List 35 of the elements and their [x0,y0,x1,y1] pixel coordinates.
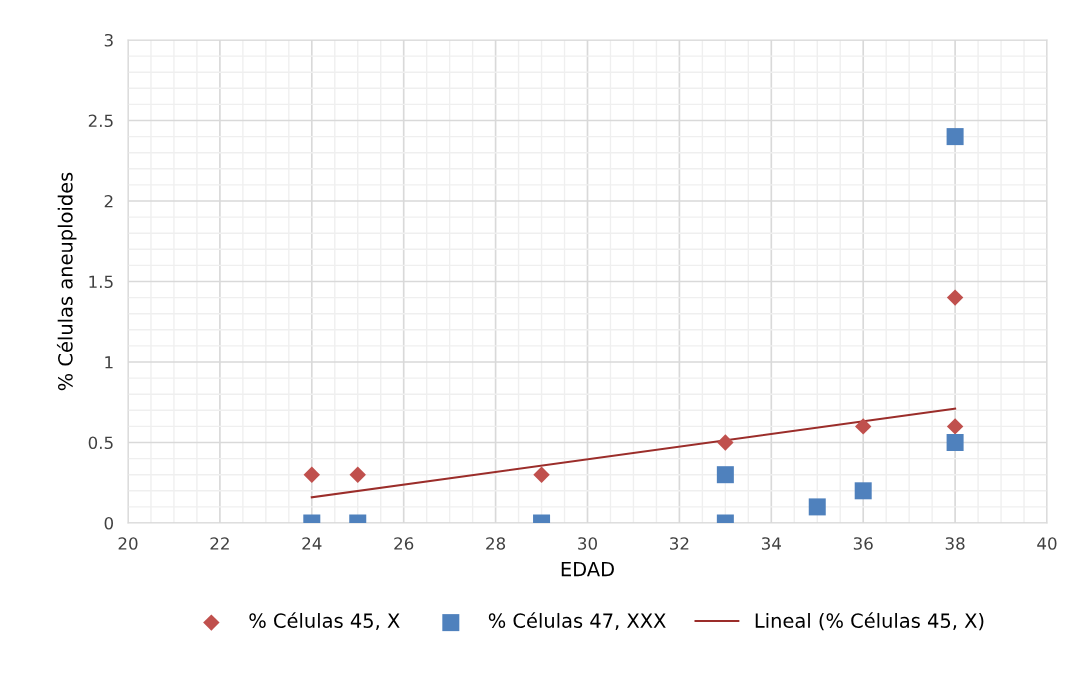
y-tick-label: 2.5 [88,114,113,128]
x-tick-label: 36 [853,537,873,550]
y-tick-label: 0.5 [88,436,113,450]
x-tick-label: 30 [578,537,597,550]
x-tick-label: 24 [302,537,322,550]
y-tick-label: 1 [105,356,113,369]
x-tick-label: 28 [486,537,506,550]
point [533,466,550,483]
point [854,482,872,500]
x-tick-label: 34 [761,537,781,550]
y-tick-label: 0 [104,516,113,530]
x-tick-label: 26 [394,537,414,550]
point [349,466,366,483]
point [854,418,872,435]
point [946,128,964,146]
legend-label: % Células 47, XXX [488,612,666,630]
x-tick-label: 22 [210,537,229,550]
point [717,434,734,451]
point [946,433,964,452]
legend-label: % Células 45, X [249,612,400,630]
y-tick-label: 3 [104,33,113,47]
y-axis-title: % Células aneuploides [56,172,77,391]
y-tick-label: 2 [104,194,113,208]
y-tick-label: 1.5 [89,275,113,289]
point [303,466,321,483]
point [808,498,826,516]
x-tick-label: 40 [1037,537,1057,550]
x-tick-label: 20 [118,537,138,550]
point [716,466,734,484]
legend-label: Lineal (% Células 45, X) [755,612,984,631]
x-tick-label: 32 [670,537,689,550]
point [946,289,964,306]
point [946,418,964,435]
x-axis-title: EDAD [561,561,614,577]
x-tick-label: 38 [945,537,965,550]
